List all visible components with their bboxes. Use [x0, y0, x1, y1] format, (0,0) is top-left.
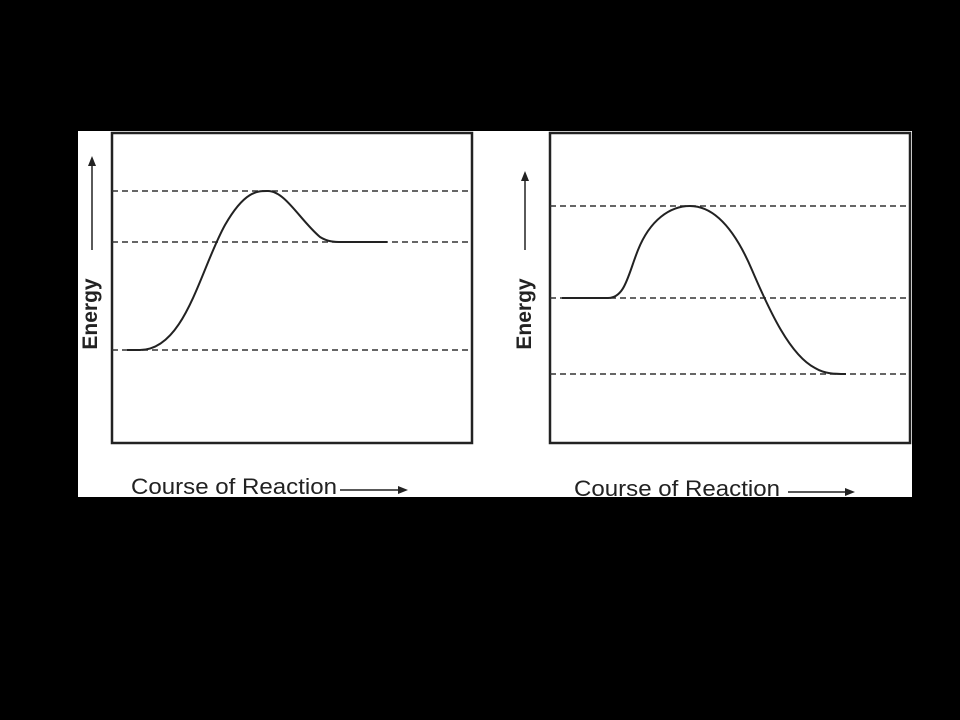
right-x-axis-label: Course of Reaction [574, 476, 780, 501]
right-x-axis-arrowhead [845, 488, 855, 496]
left-plot-frame [110, 131, 474, 445]
right-plot-frame [548, 131, 912, 445]
right-energy-diagram: Energy Course of Reaction [513, 131, 912, 501]
left-y-axis-label: Energy [79, 278, 102, 350]
left-energy-diagram: Energy Course of Reaction [79, 131, 474, 499]
left-x-axis-label: Course of Reaction [131, 474, 337, 499]
right-y-axis-arrowhead [521, 171, 529, 181]
left-energy-curve [127, 189, 387, 351]
right-energy-curve [562, 204, 847, 375]
left-x-axis-arrowhead [398, 486, 408, 494]
right-y-axis-label: Energy [513, 278, 536, 350]
left-y-axis-arrowhead [88, 156, 96, 166]
